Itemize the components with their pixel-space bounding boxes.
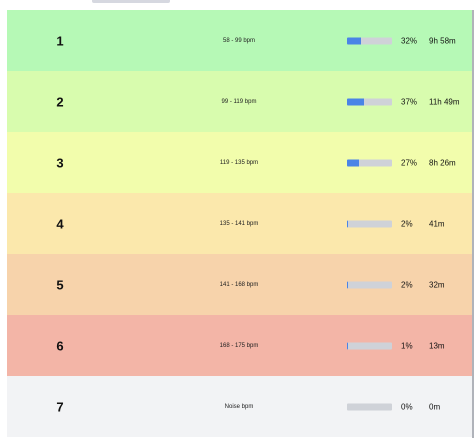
zone-number: 1 (56, 33, 64, 48)
zone-row: 4 135 - 141 bpm 2% 41m (7, 193, 472, 254)
zone-duration: 11h 49m (429, 97, 460, 106)
zone-duration: 8h 26m (429, 158, 456, 167)
zone-percent: 37% (401, 97, 418, 106)
zone-row: 1 58 - 99 bpm 32% 9h 58m (7, 10, 472, 71)
zone-duration: 13m (429, 341, 445, 350)
zone-percent: 2% (401, 219, 413, 228)
zone-list: 1 58 - 99 bpm 32% 9h 58m 2 99 - 119 bpm … (7, 10, 472, 437)
zone-number: 2 (56, 94, 64, 109)
zone-percent: 32% (401, 36, 418, 45)
zone-progress-fill (347, 98, 364, 105)
zone-number: 5 (56, 277, 64, 292)
zone-number: 4 (56, 216, 64, 231)
zone-progress-bar (347, 98, 392, 105)
zone-duration: 41m (429, 219, 445, 228)
scrollbar[interactable] (472, 10, 474, 438)
zone-progress-bar (347, 342, 392, 349)
zone-percent: 2% (401, 280, 413, 289)
zone-row: 3 119 - 135 bpm 27% 8h 26m (7, 132, 472, 193)
zone-row: 2 99 - 119 bpm 37% 11h 49m (7, 71, 472, 132)
zone-duration: 0m (429, 402, 441, 411)
tab-indicator[interactable] (92, 0, 170, 3)
zone-progress-fill (347, 281, 348, 288)
zone-range: 168 - 175 bpm (219, 342, 259, 349)
zone-progress-fill (347, 37, 362, 44)
zone-progress-bar (347, 159, 392, 166)
zone-row: 7 Noise bpm 0% 0m (7, 376, 472, 437)
zone-range: 58 - 99 bpm (222, 37, 256, 44)
zone-row: 6 168 - 175 bpm 1% 13m (7, 315, 472, 376)
zone-progress-bar (347, 37, 392, 44)
zone-progress-fill (347, 159, 360, 166)
zone-range: 141 - 168 bpm (219, 281, 259, 288)
zone-range: 119 - 135 bpm (219, 159, 259, 166)
zone-number: 6 (56, 338, 64, 353)
zone-range: Noise bpm (224, 403, 254, 410)
zone-number: 7 (56, 399, 64, 414)
zone-progress-bar (347, 281, 392, 288)
zone-range: 99 - 119 bpm (221, 98, 257, 105)
zone-progress-fill (347, 220, 348, 227)
zone-progress-bar (347, 403, 392, 410)
zone-range: 135 - 141 bpm (219, 220, 259, 227)
zone-duration: 9h 58m (429, 36, 456, 45)
zone-percent: 27% (401, 158, 418, 167)
zone-percent: 0% (401, 402, 413, 411)
zone-number: 3 (56, 155, 64, 170)
zone-progress-bar (347, 220, 392, 227)
zone-duration: 32m (429, 280, 445, 289)
zone-percent: 1% (401, 341, 413, 350)
zone-row: 5 141 - 168 bpm 2% 32m (7, 254, 472, 315)
